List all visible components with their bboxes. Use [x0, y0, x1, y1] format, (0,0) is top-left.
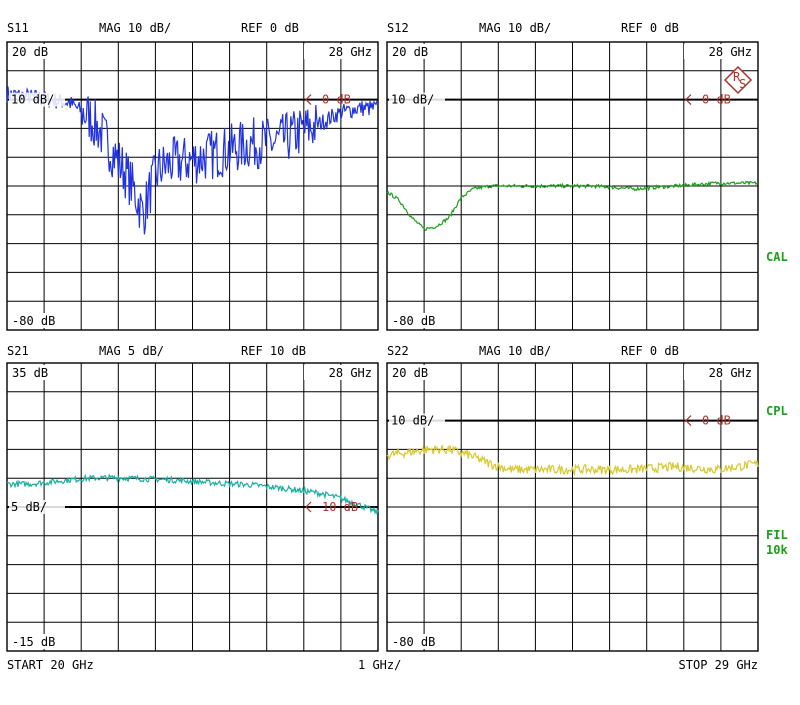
s22-reference-marker: 0 dB — [685, 414, 731, 428]
s11-label-bg — [9, 44, 63, 59]
s11-label-bg — [9, 313, 71, 328]
panel-s22: S22 MAG 10 dB/REF 0 dB 20 dB 28 GHz -80 dB 10… — [386, 344, 759, 652]
logo-letter: S — [739, 77, 746, 91]
stop-frequency-label: STOP 29 GHz — [679, 658, 758, 672]
s11-freq-label: 28 GHz — [329, 45, 372, 59]
s11-scale-division-label: 10 dB/ — [11, 93, 54, 107]
s22-marker-arrow-icon — [685, 415, 692, 427]
side-label-cal: CAL — [766, 250, 788, 264]
s12-scale-division-label: 10 dB/ — [391, 93, 434, 107]
side-label-fil: FIL — [766, 528, 788, 542]
s22-label-bg — [389, 365, 443, 380]
logo-diamond-icon — [723, 65, 753, 95]
s21-bottom-label: -15 dB — [12, 635, 55, 649]
s22-bottom-label: -80 dB — [392, 635, 435, 649]
s12-top-label: 20 dB — [392, 45, 428, 59]
side-label-cpl: CPL — [766, 404, 788, 418]
s21-label-bg — [9, 365, 63, 380]
panel-s21: S21 MAG 5 dB/REF 10 dB 35 dB 28 GHz -15 dB 5 … — [6, 344, 379, 652]
s22-scale-division-label: 10 dB/ — [391, 414, 434, 428]
s12-ref-label: REF 0 dB — [621, 21, 679, 35]
s21-label-bg — [304, 365, 374, 380]
s12-label-bg — [684, 44, 754, 59]
s22-freq-label: 28 GHz — [709, 366, 752, 380]
span-per-division-label: 1 GHz/ — [358, 658, 401, 672]
s12-marker-label: 0 dB — [702, 93, 731, 107]
s22-ref-label: REF 0 dB — [621, 344, 679, 358]
s12-trace — [386, 180, 759, 231]
s21-scale-label: MAG 5 dB/ — [99, 344, 164, 358]
s21-marker-arrow-icon — [305, 501, 312, 513]
s11-bottom-label: -80 dB — [12, 314, 55, 328]
s11-ref-label: REF 0 dB — [241, 21, 299, 35]
s22-label-bg — [389, 634, 451, 649]
s12-reference-marker: 0 dB — [685, 93, 731, 107]
s21-label-bg — [9, 634, 71, 649]
start-frequency-label: START 20 GHz — [7, 658, 94, 672]
rs-logo: RS — [723, 65, 753, 95]
s21-label-bg — [9, 500, 65, 514]
s11-reference-marker: 0 dB — [305, 93, 351, 107]
s12-marker-arrow-icon — [685, 94, 692, 106]
s21-reference-marker: 10 dB — [305, 500, 358, 514]
s12-bottom-label: -80 dB — [392, 314, 435, 328]
s12-freq-label: 28 GHz — [709, 45, 752, 59]
s11-scale-label: MAG 10 dB/ — [99, 21, 171, 35]
s12-label-bg — [389, 313, 451, 328]
s11-title: S11 — [7, 21, 29, 35]
s21-ref-label: REF 10 dB — [241, 344, 306, 358]
s11-marker-arrow-icon — [305, 94, 312, 106]
s11-marker-label: 0 dB — [322, 93, 351, 107]
s21-scale-division-label: 5 dB/ — [11, 500, 47, 514]
s11-label-bg — [9, 92, 65, 107]
s22-top-label: 20 dB — [392, 366, 428, 380]
s21-top-label: 35 dB — [12, 366, 48, 380]
s21-freq-label: 28 GHz — [329, 366, 372, 380]
panel-s12: S12 MAG 10 dB/REF 0 dB 20 dB 28 GHz -80 dB 10… — [386, 21, 759, 331]
s12-scale-label: MAG 10 dB/ — [479, 21, 551, 35]
s11-trace — [6, 86, 379, 235]
s21-title: S21 — [7, 344, 29, 358]
s21-marker-label: 10 dB — [322, 500, 358, 514]
s22-marker-label: 0 dB — [702, 414, 731, 428]
s22-label-bg — [684, 365, 754, 380]
s21-trace — [6, 473, 379, 516]
side-label-10k: 10k — [766, 543, 788, 557]
s22-scale-label: MAG 10 dB/ — [479, 344, 551, 358]
s11-label-bg — [304, 44, 374, 59]
logo-letter: R — [733, 70, 741, 84]
panel-s11: S11 MAG 10 dB/REF 0 dB 20 dB 28 GHz -80 dB 10… — [6, 21, 379, 331]
s22-title: S22 — [387, 344, 409, 358]
s22-label-bg — [389, 413, 445, 428]
s11-top-label: 20 dB — [12, 45, 48, 59]
s12-title: S12 — [387, 21, 409, 35]
s12-label-bg — [389, 44, 443, 59]
s22-trace — [386, 444, 759, 477]
s12-label-bg — [389, 92, 445, 107]
